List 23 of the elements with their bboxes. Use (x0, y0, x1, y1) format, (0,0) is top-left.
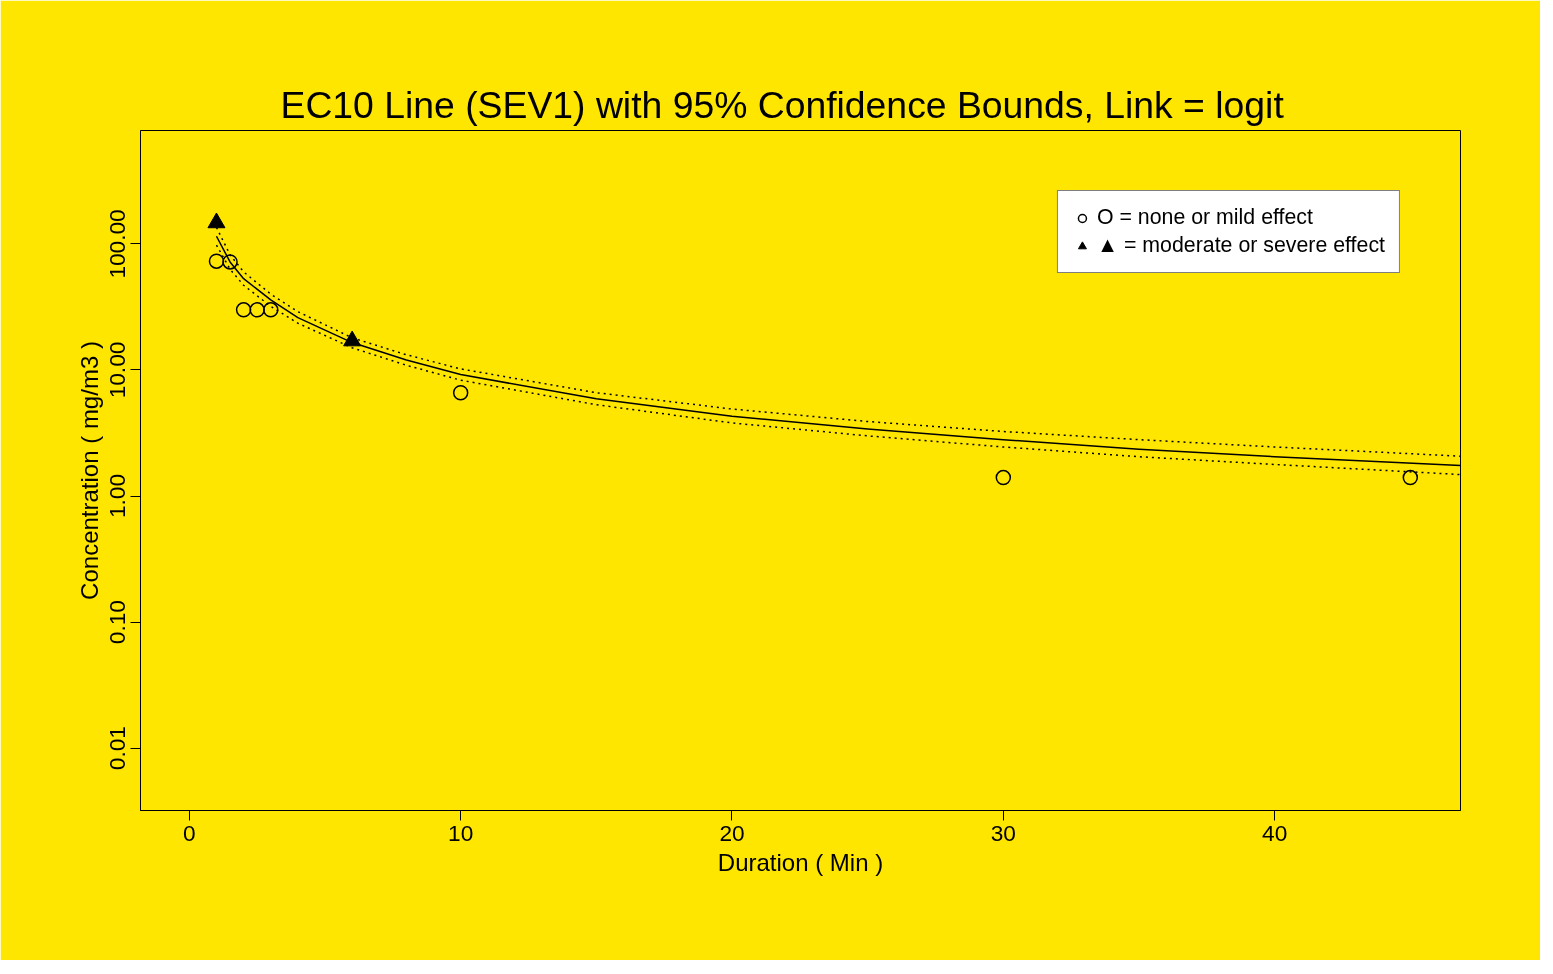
point (1402, 469, 1419, 486)
y-axis-title: Concentration ( mg/m3 ) (75, 341, 103, 600)
x-axis-title: Duration ( Min ) (717, 848, 884, 876)
legend-label: O = none or mild effect (1096, 205, 1313, 230)
point (235, 302, 252, 318)
point (222, 254, 238, 270)
y-tick-label: 0.10 (104, 600, 131, 645)
x-tick-label: 30 (990, 819, 1016, 846)
point (452, 384, 469, 401)
y-tick-label: 10.00 (104, 341, 131, 399)
point (208, 253, 225, 269)
y-tick-label: 1.00 (104, 473, 131, 519)
x-tick-label: 10 (448, 819, 474, 846)
point (262, 302, 279, 318)
x-tick-label: 40 (1262, 819, 1288, 846)
y-tick-label: 0.01 (104, 726, 131, 771)
x-tick-label: 0 (183, 819, 196, 846)
legend-label: ▲ = moderate or severe effect (1096, 233, 1385, 258)
chart-title: EC10 Line (SEV1) with 95% Confidence Bounds, Link = logit (280, 83, 1285, 126)
y-tick-label: 100.00 (104, 209, 131, 279)
x-tick-label: 20 (719, 819, 745, 846)
point (995, 469, 1012, 486)
point (249, 302, 265, 318)
